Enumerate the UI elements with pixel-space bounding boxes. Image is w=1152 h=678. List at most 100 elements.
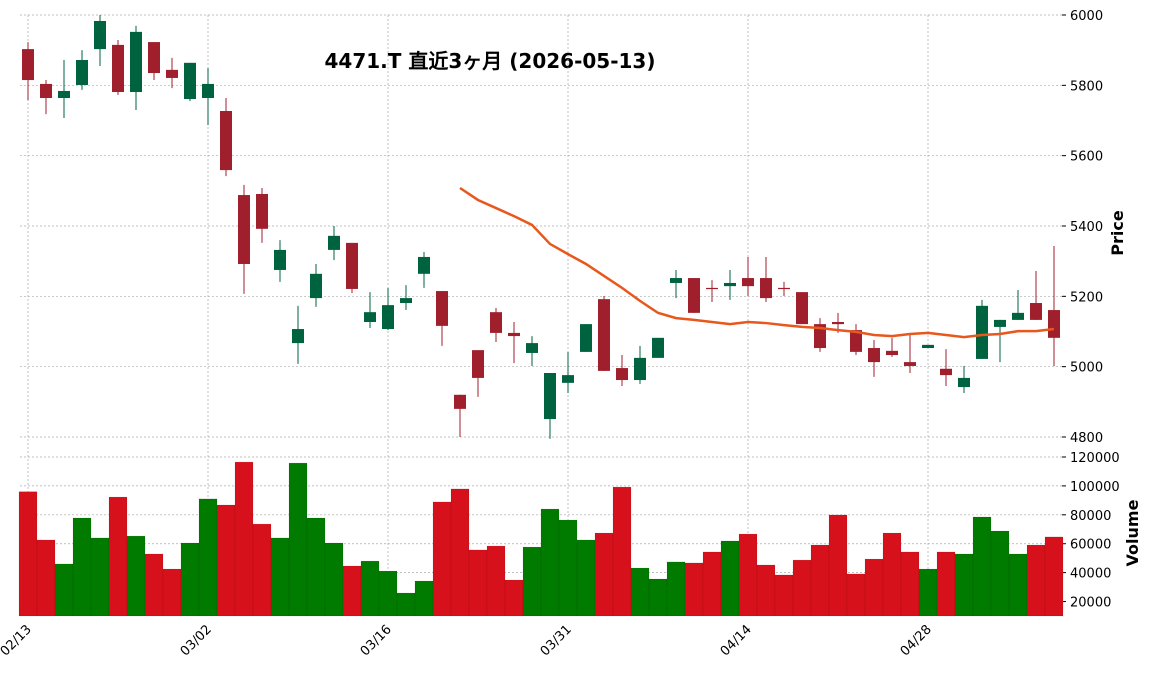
volume-bar	[594, 532, 614, 617]
candle-body	[526, 343, 538, 353]
volume-bar	[216, 504, 236, 617]
x-tick-label: 04/14	[718, 622, 755, 659]
candle-body	[220, 111, 232, 171]
volume-bar	[414, 580, 434, 617]
candle-body	[238, 195, 250, 264]
candle-body	[580, 324, 592, 352]
volume-bar	[972, 516, 992, 617]
candle-body	[958, 377, 970, 388]
volume-bar	[504, 579, 524, 617]
x-tick-label: 04/28	[898, 622, 935, 659]
volume-bar	[900, 551, 920, 617]
volume-tick-label: 100000	[1070, 480, 1120, 495]
volume-bar	[540, 508, 560, 617]
candle-body	[760, 278, 772, 299]
candle-body	[328, 235, 340, 250]
volume-bar	[378, 570, 398, 617]
volume-bar	[432, 501, 452, 617]
candle-body	[454, 394, 466, 409]
x-tick-label: 03/16	[358, 622, 395, 659]
candle-body	[868, 348, 880, 363]
x-tick-label: 03/31	[538, 622, 575, 659]
candle-body	[778, 287, 790, 290]
moving-average-line	[459, 186, 1055, 339]
y-tick-label: 5600	[1070, 150, 1103, 165]
candle-body	[1012, 312, 1024, 320]
volume-bar	[144, 553, 164, 617]
volume-bar	[612, 486, 632, 617]
volume-bar	[558, 519, 578, 617]
volume-bar	[882, 532, 902, 617]
volume-bar	[126, 535, 146, 617]
y-axis-label: Price	[1108, 210, 1127, 256]
candle-body	[994, 319, 1006, 327]
candle-body	[850, 330, 862, 352]
volume-bar	[18, 491, 38, 617]
volume-tick-label: 40000	[1070, 567, 1111, 582]
y-tick-label: 6000	[1070, 9, 1103, 24]
volume-bar	[54, 563, 74, 617]
volume-bar	[180, 542, 200, 617]
candle-body	[382, 305, 394, 330]
candle-body	[22, 49, 34, 81]
y-tick-label: 5400	[1070, 220, 1103, 235]
x-tick-label: 02/13	[0, 622, 35, 659]
candle-body	[832, 322, 844, 325]
candle-body	[472, 350, 484, 378]
candle-body	[1030, 303, 1042, 320]
volume-bar	[648, 578, 668, 617]
volume-bar	[360, 560, 380, 617]
candle-body	[490, 312, 502, 333]
candle-body	[40, 83, 52, 98]
volume-bar	[720, 540, 740, 617]
candle-body	[544, 372, 556, 420]
candle-body	[58, 90, 70, 98]
volume-bar	[702, 551, 722, 617]
candle-body	[310, 273, 322, 299]
volume-bar	[522, 546, 542, 617]
volume-bar	[234, 461, 254, 617]
candle-body	[274, 249, 286, 270]
candle-body	[346, 242, 358, 289]
volume-axis-label: Volume	[1123, 499, 1142, 566]
candle-body	[904, 362, 916, 366]
volume-bar	[936, 551, 956, 617]
volume-bar	[468, 549, 488, 617]
candle-body	[148, 42, 160, 74]
volume-bar	[306, 517, 326, 617]
candle-body	[742, 278, 754, 287]
candle-body	[436, 291, 448, 326]
candle-body	[364, 312, 376, 323]
volume-bar	[252, 523, 272, 617]
volume-tick-label: 20000	[1070, 596, 1111, 611]
volume-tick-label: 120000	[1070, 451, 1120, 466]
volume-bar	[36, 539, 56, 617]
chart-title: 4471.T 直近3ヶ月 (2026-05-13)	[325, 49, 656, 73]
candle-body	[634, 357, 646, 381]
volume-tick-label: 80000	[1070, 509, 1111, 524]
volume-bar	[576, 539, 596, 617]
volume-bar	[684, 562, 704, 617]
y-tick-label: 4800	[1070, 431, 1103, 446]
candle-body	[796, 292, 808, 325]
volume-bar	[918, 568, 938, 617]
candle-body	[94, 20, 106, 50]
candle-body	[418, 256, 430, 274]
candle-body	[706, 287, 718, 290]
volume-bar	[990, 530, 1010, 617]
candle-body	[598, 299, 610, 371]
volume-bar	[162, 568, 182, 617]
volume-bar	[324, 542, 344, 617]
volume-bar	[738, 533, 758, 617]
candle-body	[724, 282, 736, 287]
volume-bar	[450, 488, 470, 617]
candle-body	[400, 298, 412, 304]
y-tick-label: 5800	[1070, 79, 1103, 94]
volume-bar	[1026, 544, 1046, 617]
candle-body	[292, 329, 304, 344]
candle-body	[1048, 310, 1060, 338]
volume-bar	[90, 537, 110, 617]
volume-bar	[846, 573, 866, 617]
candle-body	[688, 278, 700, 313]
